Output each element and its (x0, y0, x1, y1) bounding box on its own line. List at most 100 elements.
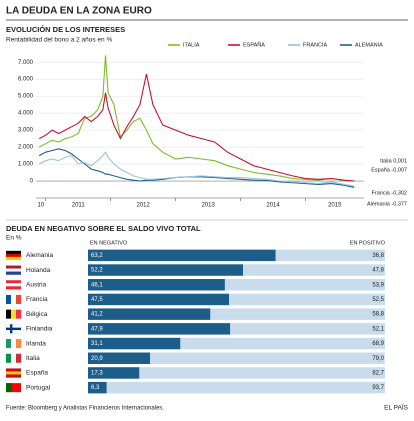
series-line (38, 55, 355, 182)
flag-field (6, 383, 21, 393)
flag (6, 368, 21, 378)
chart-subtitle: En % (6, 235, 22, 242)
chart-subtitle: Rentabilidad del bono a 2 años en % (6, 37, 112, 44)
bar-segment (88, 337, 181, 350)
flag-stripe (11, 309, 17, 319)
flag-stripe (6, 309, 12, 319)
bar-segment (88, 381, 107, 394)
legend-label: ITALIA (183, 42, 200, 48)
flag-stripe (6, 353, 12, 363)
value-label: 63,2 (91, 253, 103, 259)
x-tick-label: 2012 (136, 203, 150, 209)
y-tick-label: 7.000 (18, 60, 34, 66)
category-label: España (26, 370, 48, 377)
flag-stripe (6, 339, 12, 349)
value-label: 41,2 (91, 312, 103, 318)
flag-cross (10, 324, 13, 334)
value-label: 20,9 (91, 356, 103, 362)
annotation: Francia -0,302 (372, 190, 407, 196)
bar-segment (106, 381, 385, 394)
y-tick-label: 2.000 (18, 145, 34, 151)
annotation: Alemania -0,377 (367, 201, 407, 207)
bar-segment (229, 293, 385, 306)
flag-cross (6, 327, 21, 331)
legend-label: ESPAÑA (243, 41, 265, 48)
flag-stripe (6, 283, 21, 287)
category-label: Austria (26, 281, 47, 288)
flag (6, 339, 22, 349)
x-tick-label: 2014 (266, 203, 280, 209)
y-tick-label: 4.000 (18, 111, 34, 117)
flag-stripe (16, 353, 22, 363)
flag-stripe (6, 294, 12, 304)
flag (6, 280, 21, 290)
bar-segment (88, 293, 230, 306)
value-label: 93,7 (372, 385, 384, 391)
flag-stripe (6, 250, 21, 255)
value-label: 52,2 (91, 268, 103, 274)
flag-stripe (6, 280, 21, 284)
bar-segment (88, 279, 225, 291)
legend-label: ALEMANIA (355, 42, 383, 48)
value-label: 46,1 (91, 282, 103, 288)
flag-stripe (16, 309, 22, 319)
flag (6, 309, 22, 319)
value-label: 6,3 (91, 385, 100, 391)
chart-title: EVOLUCIÓN DE LOS INTERESES (6, 25, 125, 34)
value-label: 52,1 (372, 326, 384, 332)
flag-stripe (16, 294, 22, 304)
bar-segment (88, 308, 211, 320)
category-label: Francia (26, 296, 48, 303)
value-label: 36,8 (372, 253, 384, 259)
value-label: 31,1 (91, 341, 103, 347)
value-label: 53,9 (372, 282, 384, 288)
flag-stripe (16, 339, 22, 349)
column-header: EN NEGATIVO (90, 240, 128, 246)
flag-stripe (6, 271, 21, 275)
value-label: 17,3 (91, 371, 103, 377)
category-label: Portugal (26, 384, 51, 391)
bar-segment (88, 352, 151, 364)
value-label: 47,8 (372, 268, 384, 274)
flag-stripe (6, 256, 21, 261)
flag-stripe (11, 353, 17, 363)
flag-stripe (6, 253, 21, 258)
category-label: Holanda (26, 267, 51, 274)
annotation: España -0,007 (371, 167, 407, 173)
flag-stripe (6, 268, 21, 272)
flag (6, 383, 21, 393)
bar-segment (88, 249, 276, 262)
flag (5, 324, 22, 334)
category-label: Italia (26, 355, 40, 362)
bar-segment (180, 337, 385, 350)
value-label: 47,9 (91, 326, 103, 332)
flag-stripe (11, 339, 17, 349)
bar-segment (275, 249, 385, 262)
value-label: 82,7 (372, 371, 384, 377)
chart-title: DEUDA EN NEGATIVO SOBRE EL SALDO VIVO TO… (6, 224, 201, 233)
x-tick-label: 10 (38, 203, 45, 209)
flag (6, 250, 21, 261)
annotation: Italia 0,001 (380, 158, 407, 164)
bar-segment (243, 264, 385, 276)
value-label: 47,5 (91, 297, 103, 303)
y-tick-label: 3.000 (18, 128, 34, 134)
series-line (38, 73, 355, 182)
category-label: Bélgica (26, 311, 48, 318)
bar-segment (88, 367, 140, 379)
flag-field (6, 383, 12, 393)
flag (6, 294, 22, 304)
y-tick-label: 0 (30, 179, 34, 185)
bar-segment (224, 279, 385, 291)
flag-stripe (6, 286, 21, 290)
flag-stripe (6, 265, 21, 269)
y-tick-label: 6.000 (18, 77, 34, 83)
x-tick-label: 2011 (72, 203, 86, 209)
series-line (38, 148, 355, 188)
y-tick-label: 1.000 (18, 162, 34, 168)
bar-segment (150, 352, 385, 364)
bar-segment (88, 323, 231, 335)
flag (6, 265, 21, 275)
